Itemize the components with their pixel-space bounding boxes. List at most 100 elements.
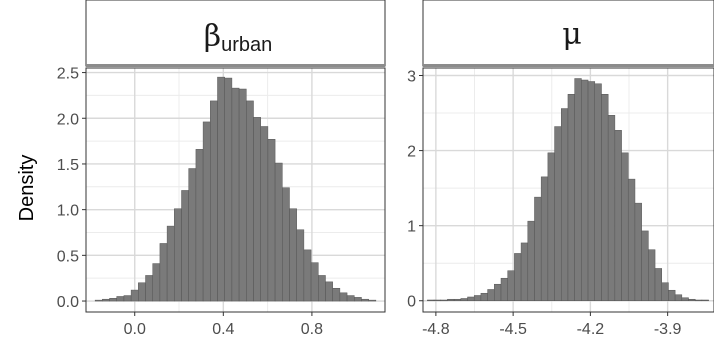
y-tick-label: 1 — [407, 219, 416, 236]
panel-beta-urban: βurban 0.0 0.5 1.0 1.5 2.0 2.5 0.0 0.4 0.8 — [57, 0, 386, 338]
histogram-bar — [661, 282, 669, 301]
histogram-bar — [547, 152, 555, 301]
histogram-bar — [587, 81, 596, 301]
histogram-bar — [581, 79, 589, 301]
histogram-bar — [473, 295, 482, 301]
x-tick-label: -4.5 — [499, 321, 527, 338]
histogram-bar — [433, 299, 442, 302]
y-tick-label: 2 — [407, 144, 416, 161]
histogram-bar — [494, 283, 502, 301]
strip-header-beta-urban: βurban — [85, 0, 386, 67]
histogram-bar — [94, 299, 103, 302]
histogram-bar — [116, 296, 125, 302]
plot-area-beta-urban: 0.0 0.5 1.0 1.5 2.0 2.5 0.0 0.4 0.8 — [57, 66, 386, 338]
histogram-bar — [138, 282, 146, 302]
histogram-bar — [621, 152, 629, 301]
histogram-bar — [554, 126, 562, 301]
histogram-bar — [487, 289, 495, 301]
histogram-bar — [574, 78, 582, 301]
y-tick-label: 0 — [407, 294, 416, 311]
histogram-bar — [202, 121, 211, 302]
histogram-bar — [174, 208, 182, 302]
y-tick-label: 1.0 — [57, 203, 79, 220]
histogram-bar — [274, 162, 283, 302]
histogram-bar — [368, 299, 377, 302]
panel-border — [422, 67, 714, 313]
histogram-bar — [500, 277, 509, 301]
histogram-bar — [238, 88, 247, 302]
histogram-bar — [668, 289, 676, 301]
y-tick-label: 0.0 — [57, 294, 79, 311]
histogram-bar — [688, 298, 696, 301]
histogram-bar — [130, 289, 139, 302]
histogram-bar — [540, 176, 549, 301]
y-tick-label: 3 — [407, 69, 416, 86]
x-tick-label: 0.8 — [301, 321, 323, 338]
histogram-bar — [339, 292, 348, 302]
histogram-bar — [561, 108, 569, 301]
histogram-bar — [447, 298, 455, 301]
histogram-bar — [520, 242, 529, 301]
histogram-bar — [514, 253, 522, 301]
x-tick-label: 0.4 — [212, 321, 234, 338]
y-tick-label: 0.5 — [57, 248, 79, 265]
histogram-bar — [109, 298, 117, 302]
strip-title-beta-urban: βurban — [204, 19, 273, 56]
histogram-bar — [427, 299, 435, 302]
histogram-bar — [159, 243, 168, 302]
histogram-bar — [310, 262, 319, 302]
histogram-bar — [467, 296, 475, 301]
histogram-bar — [453, 298, 462, 301]
histogram-bar — [282, 187, 290, 302]
histogram-bar — [188, 168, 197, 302]
strip-bottom-bar — [86, 64, 385, 67]
histogram-bar — [332, 287, 341, 302]
x-tick-label: -4.8 — [422, 321, 450, 338]
histogram-bar — [440, 299, 448, 302]
strip-bottom-bar — [423, 64, 714, 67]
histogram-bar — [253, 117, 261, 302]
histogram-bar — [701, 299, 709, 302]
histogram-bar — [507, 270, 515, 301]
histogram-bar — [527, 220, 535, 301]
histogram-bar — [260, 126, 269, 302]
histogram-bar — [607, 115, 616, 301]
histogram-bar — [534, 196, 542, 301]
histogram-bar — [123, 295, 132, 302]
histogram-bar — [681, 297, 689, 301]
histogram-bar — [224, 77, 233, 302]
y-tick-label: 1.5 — [57, 157, 79, 174]
histogram-bar — [210, 100, 218, 302]
histogram-bar — [567, 94, 575, 301]
histogram-bar — [641, 230, 649, 301]
histogram-bar — [648, 249, 656, 301]
histogram-bar — [480, 292, 488, 301]
strip-header-mu: μ — [422, 0, 714, 67]
histogram-bar — [594, 83, 602, 301]
histogram-bar — [674, 294, 683, 301]
panel-border — [85, 67, 386, 313]
histogram-bar — [231, 87, 240, 302]
histogram-bar — [145, 275, 153, 302]
histogram-bar — [267, 139, 276, 302]
strip-title-mu: μ — [562, 17, 582, 52]
strip-background — [85, 0, 386, 67]
histogram-bar — [102, 298, 110, 302]
panel-mu: μ 0 1 2 3 -4.8 -4.5 -4.2 -3.9 — [407, 0, 714, 338]
histogram-bar — [246, 100, 254, 302]
histogram-bar — [217, 76, 225, 302]
histogram-bar — [195, 149, 204, 302]
x-tick-label: -4.2 — [577, 321, 605, 338]
y-tick-label: 2.0 — [57, 111, 79, 128]
histogram-bar — [152, 263, 161, 302]
histogram-bar — [166, 225, 175, 302]
histogram-bar — [634, 202, 642, 301]
histogram-bar — [318, 275, 326, 302]
histogram-bar — [354, 297, 362, 302]
x-tick-label: -3.9 — [654, 321, 682, 338]
histogram-bar — [460, 298, 468, 301]
histogram-bar — [361, 298, 369, 302]
histogram-bar — [694, 299, 703, 302]
histogram-bar — [601, 94, 609, 301]
